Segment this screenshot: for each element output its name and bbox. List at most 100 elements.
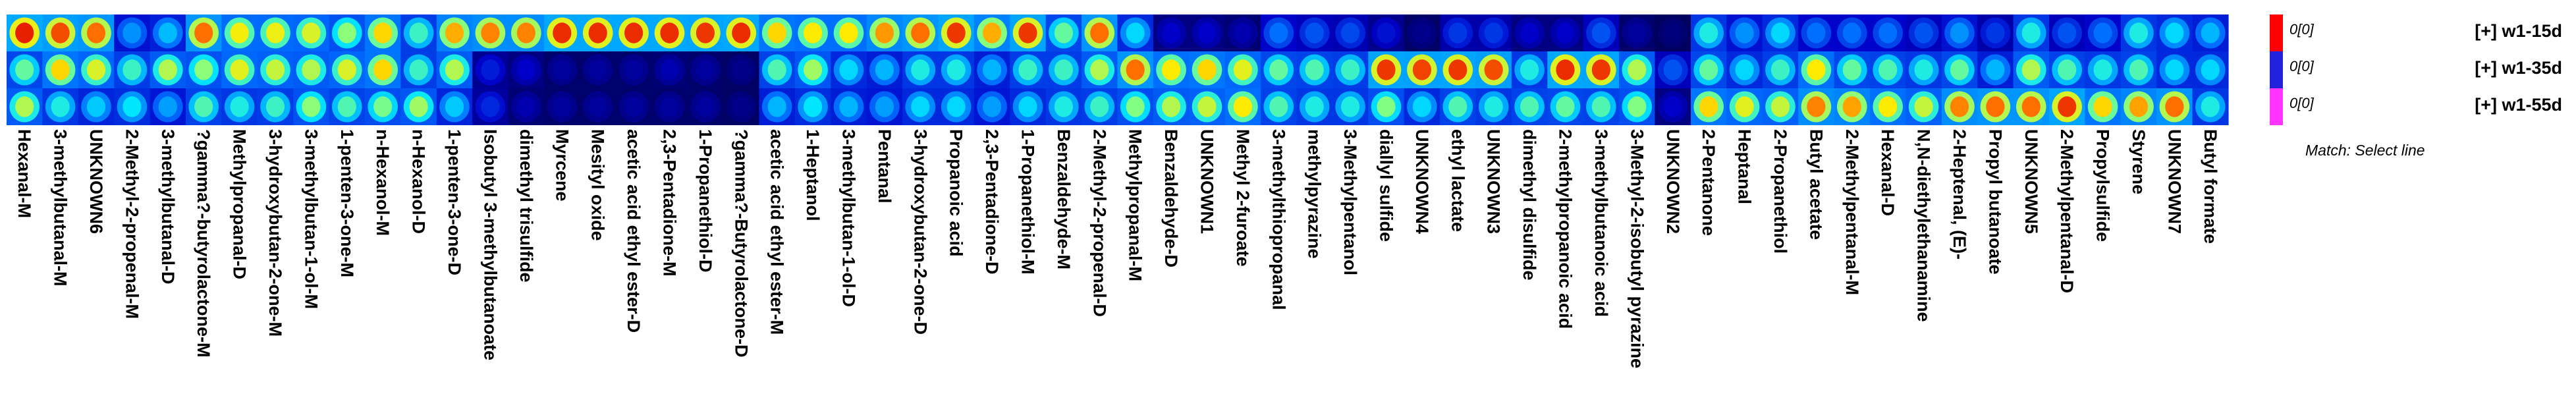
heatmap-spot [1735, 22, 1754, 43]
heatmap-spot [337, 59, 356, 80]
heatmap-spot [660, 59, 679, 80]
heatmap-spot [337, 22, 356, 43]
heatmap-spot [302, 22, 321, 43]
category-label: Propanoic acid [946, 129, 966, 257]
category-label: 1-Propanethiol-D [696, 129, 715, 273]
heatmap-spot [1663, 96, 1682, 117]
heatmap-spot [911, 59, 930, 80]
heatmap-spot [1986, 96, 2005, 117]
heatmap-spot [51, 59, 70, 80]
heatmap-spot [1341, 96, 1360, 117]
category-label: diallyl sulfide [1377, 129, 1396, 242]
category-label: UNKNOWN3 [1484, 129, 1504, 234]
category-label: 3-hydroxybutan-2-one-D [910, 129, 930, 335]
category-label: 2-Heptenal, (E)- [1950, 129, 1969, 260]
category-label: 1-penten-3-one-D [445, 129, 464, 275]
category-label: Benzaldehyde-M [1054, 129, 1074, 269]
heatmap-spot [1448, 96, 1467, 117]
category-label: 2,3-Pentadione-M [660, 129, 680, 277]
heatmap-spot [696, 22, 715, 43]
heatmap-spot [158, 22, 177, 43]
heatmap-spot [373, 22, 393, 43]
heatmap-spot [373, 96, 393, 117]
heatmap-spot [86, 22, 106, 43]
heatmap-spot [1341, 22, 1360, 43]
heatmap-spot [2165, 59, 2184, 80]
heatmap-spot [2093, 96, 2112, 117]
heatmap-spot [15, 59, 34, 80]
category-label: UNKNOWN7 [2164, 129, 2184, 234]
category-label: Benzaldehyde-D [1161, 129, 1181, 267]
heatmap-spot [1699, 96, 1718, 117]
heatmap-spot [1018, 96, 1037, 117]
heatmap-spot [1628, 22, 1647, 43]
heatmap-spot [2021, 22, 2041, 43]
heatmap-spot [767, 22, 786, 43]
heatmap-spot [1484, 22, 1503, 43]
heatmap-spot [1162, 22, 1181, 43]
category-label: Myrcene [552, 129, 572, 202]
sample-label: [+] w1-15d [2475, 21, 2562, 41]
heatmap-spot [911, 22, 930, 43]
heatmap-spot [1126, 96, 1145, 117]
heatmap-spot [1735, 96, 1754, 117]
category-label: 3-methylbutanoic acid [1591, 129, 1611, 317]
heatmap-spot [230, 59, 249, 80]
heatmap-spot [1628, 59, 1647, 80]
heatmap-spot [1197, 96, 1217, 117]
heatmap-spot [1054, 22, 1073, 43]
category-label: 2-Methyl-2-propenal-D [1089, 129, 1109, 317]
heatmap-spot [1448, 22, 1467, 43]
heatmap-spot [2129, 96, 2149, 117]
heatmap-spot [51, 96, 70, 117]
category-label: 2-Pentanone [1699, 129, 1718, 236]
category-label: Heptanal [1735, 129, 1755, 204]
heatmap-spot [15, 96, 34, 117]
category-label: Hexanal-D [1878, 129, 1898, 216]
category-label: Propylsulfide [2093, 129, 2113, 242]
category-label: Isobutyl 3-methylbutanoate [480, 129, 500, 360]
heatmap-spot [337, 96, 356, 117]
heatmap-spot [696, 96, 715, 117]
heatmap-spot [1197, 22, 1217, 43]
heatmap-spot [1842, 59, 1861, 80]
heatmap-spot [624, 22, 644, 43]
heatmap-spot [516, 22, 535, 43]
heatmap-spot [1305, 22, 1324, 43]
heatmap-spot [1412, 59, 1431, 80]
category-label: 2-Methyl-2-propenal-M [122, 129, 142, 319]
heatmap-spot [732, 96, 751, 117]
heatmap-spot [516, 96, 535, 117]
category-label: ?gamma?-Butyrolactone-D [731, 129, 751, 358]
heatmap-spot [1807, 59, 1826, 80]
heatmap-spot [158, 59, 177, 80]
category-label: 1-Heptanol [803, 129, 823, 221]
heatmap-spot [553, 22, 572, 43]
heatmap-spot [804, 96, 823, 117]
category-label: Methyl 2-furoate [1233, 129, 1253, 267]
heatmap-spot [481, 96, 500, 117]
category-label: 3-Methyl-2-isobutyl pyrazine [1627, 129, 1647, 368]
heatmap-spot [265, 22, 285, 43]
heatmap-spot [230, 22, 249, 43]
category-labels: Hexanal-M 3-methylbutanal-M UNKNOWN6 2-Meth… [14, 129, 2220, 368]
heatmap-spot [194, 59, 213, 80]
heatmap-spot [1126, 22, 1145, 43]
category-label: n-Hexanol-D [409, 129, 429, 234]
category-label: Propyl butanoate [1985, 129, 2005, 275]
heatmap-spot [302, 96, 321, 117]
heatmap-spot [804, 59, 823, 80]
category-label: Methylpropanal-D [230, 129, 250, 279]
category-label: 3-methylbutan-1-ol-M [301, 129, 321, 309]
heatmap-spot [1520, 22, 1539, 43]
category-label: Styrene [2129, 129, 2149, 194]
heatmap-spot [696, 59, 715, 80]
heatmap-spot [1305, 59, 1324, 80]
heatmap-spot [1269, 22, 1288, 43]
category-label: 1-penten-3-one-M [337, 129, 357, 277]
category-label: Butyl formate [2201, 129, 2220, 244]
heatmap-spot [1018, 22, 1037, 43]
sample-label: [+] w1-55d [2475, 95, 2562, 115]
heatmap-spot [1663, 22, 1682, 43]
chart-subtitle: Match: Select line [2305, 142, 2425, 159]
